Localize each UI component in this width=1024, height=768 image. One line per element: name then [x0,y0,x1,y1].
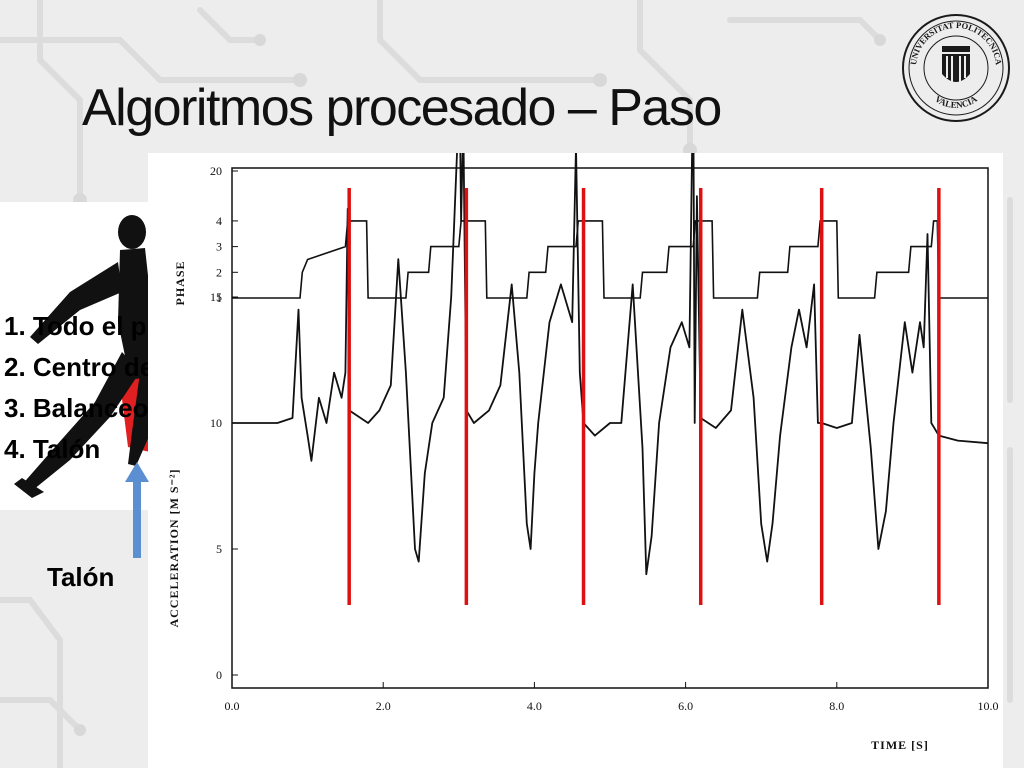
x-tick-label: 4.0 [527,699,542,713]
y-tick-label: 5 [216,542,222,556]
phase-item: 3. Balanceo [4,393,149,423]
phase-axis-label: PHASE [173,260,187,305]
plot-frame [231,167,989,689]
y-tick-label: 20 [210,164,222,178]
acceleration-line [232,153,989,576]
up-arrow-icon [125,462,149,558]
y-tick-label: 15 [210,290,222,304]
x-tick-label: 0.0 [225,699,240,713]
phase-item: 1. Todo el pie [4,311,169,341]
phase-list: 1. Todo el pie 2. Centro del pie 3. Bala… [4,306,206,470]
x-tick-label: 8.0 [829,699,844,713]
x-tick-label: 2.0 [376,699,391,713]
phase-tick-label: 3 [216,240,222,254]
y-tick-label: 10 [210,416,222,430]
svg-text:VALENCIA: VALENCIA [933,93,979,110]
phase-tick-label: 1 [216,291,222,305]
y-tick-label: 0 [216,668,222,682]
university-seal-icon: UNIVERSITAT POLITÈCNICA VALENCIA [902,14,1010,122]
x-axis-label: TIME [S] [871,738,929,752]
phase-tick-label: 2 [216,265,222,279]
seal-text-bottom: VALENCIA [933,93,979,110]
phase-tick-label: 4 [216,214,222,228]
phase-item: 4. Talón [4,434,101,464]
x-tick-label: 10.0 [978,699,999,713]
phase-line [232,220,988,299]
slide-title: Algoritmos procesado – Paso [82,79,722,137]
y-axis-label: ACCELERATION [M S⁻²] [167,468,181,627]
heel-label: Talón [47,562,115,592]
x-tick-label: 6.0 [678,699,693,713]
